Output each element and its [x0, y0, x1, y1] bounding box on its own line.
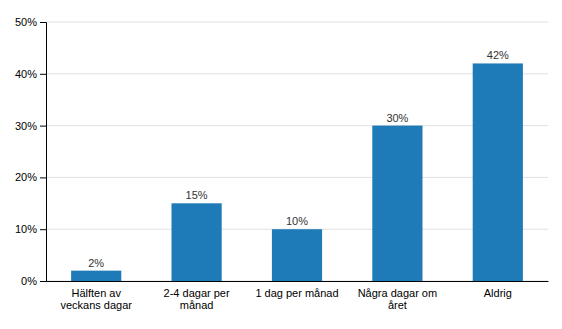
- grid-line: [46, 22, 548, 23]
- tick-label-line: 2-4 dagar per: [164, 287, 230, 299]
- bar: [372, 126, 422, 281]
- bar: [71, 271, 121, 281]
- tick: 1 dag per månad: [255, 287, 338, 299]
- bar: [172, 203, 222, 281]
- tick: 20%: [15, 171, 46, 183]
- tick-mark: [40, 177, 46, 178]
- plot-area: 0% 10% 20% 30% 40% 50% Hälften avveckans dagar…: [15, 16, 549, 311]
- tick: 30%: [15, 120, 46, 132]
- tick-label: 30%: [15, 120, 37, 132]
- tick-label: 10%: [15, 223, 37, 235]
- data-label: 30%: [386, 112, 408, 124]
- tick-mark: [40, 74, 46, 75]
- bars: [71, 63, 523, 281]
- tick: Hälften avveckans dagar: [60, 287, 132, 312]
- tick-label-line: Några dagar om: [358, 287, 438, 299]
- tick: 10%: [15, 223, 46, 235]
- tick-label-line: månad: [180, 299, 214, 311]
- tick-label: 20%: [15, 171, 37, 183]
- bar: [272, 229, 322, 281]
- data-labels: 2% 15% 10% 30% 42%: [88, 49, 509, 268]
- tick-label: Några dagar omåret: [358, 287, 438, 312]
- tick-label-line: Hälften av: [71, 287, 121, 299]
- y-axis: 0% 10% 20% 30% 40% 50%: [15, 16, 47, 287]
- axis-line: [40, 23, 47, 282]
- data-label: 15%: [186, 189, 208, 201]
- data-label: 2%: [88, 257, 104, 269]
- data-label: 10%: [286, 215, 308, 227]
- x-axis: Hälften avveckans dagar 2-4 dagar permåna…: [47, 282, 549, 312]
- tick-mark: [40, 126, 46, 127]
- tick: 0%: [21, 275, 46, 287]
- tick-label: 0%: [21, 275, 37, 287]
- tick: Några dagar omåret: [358, 287, 438, 312]
- tick-mark: [40, 281, 46, 282]
- bar: [473, 63, 523, 281]
- tick-label: 50%: [15, 16, 37, 28]
- grid: [46, 22, 548, 281]
- tick-mark: [40, 22, 46, 23]
- tick: 2-4 dagar permånad: [164, 287, 230, 312]
- chart: 0% 10% 20% 30% 40% 50% Hälften avveckans dagar…: [0, 0, 562, 329]
- tick: 50%: [15, 16, 46, 28]
- tick-label-line: veckans dagar: [60, 299, 132, 311]
- tick-label: 2-4 dagar permånad: [164, 287, 230, 312]
- data-label: 42%: [487, 49, 509, 61]
- tick-label: 40%: [15, 68, 37, 80]
- tick-label: 1 dag per månad: [255, 287, 338, 299]
- tick-label-line: Aldrig: [484, 287, 512, 299]
- tick-label-line: 1 dag per månad: [255, 287, 338, 299]
- tick-mark: [40, 229, 46, 230]
- tick-label-line: året: [388, 299, 407, 311]
- tick-label: Aldrig: [484, 287, 512, 299]
- axis-line: [47, 281, 549, 282]
- tick-label: Hälften avveckans dagar: [60, 287, 132, 312]
- tick: Aldrig: [484, 287, 512, 299]
- tick: 40%: [15, 68, 46, 80]
